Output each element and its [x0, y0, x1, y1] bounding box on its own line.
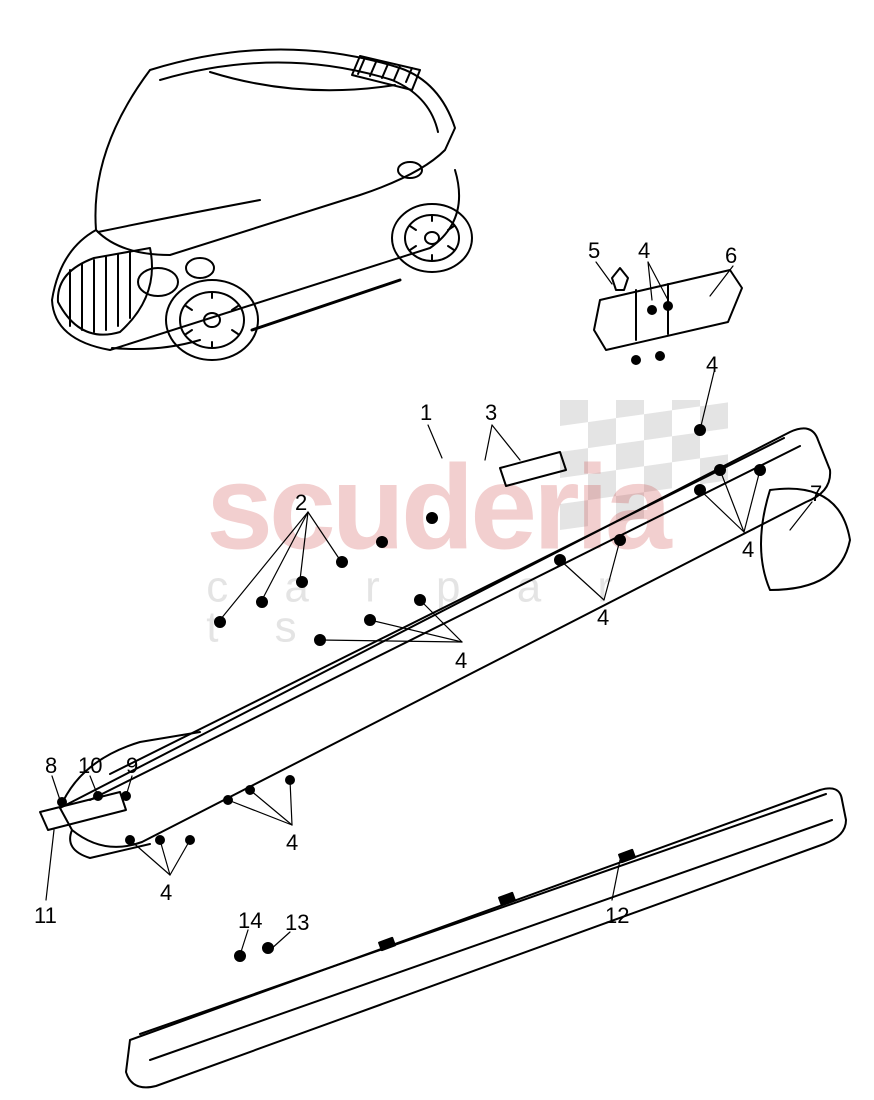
callout-4e: 4 — [455, 648, 467, 674]
callout-12: 12 — [605, 903, 629, 929]
callout-11: 11 — [34, 903, 57, 929]
callout-6: 6 — [725, 243, 737, 269]
leader-lines — [46, 262, 812, 955]
callout-4c: 4 — [742, 537, 754, 563]
callout-10: 10 — [78, 753, 102, 779]
lower-sill-moulding — [126, 788, 846, 1087]
car-overview — [52, 49, 472, 360]
callout-5: 5 — [588, 238, 600, 264]
callout-1: 1 — [420, 400, 432, 426]
callout-13: 13 — [285, 910, 309, 936]
callout-4g: 4 — [160, 880, 172, 906]
callout-4a: 4 — [638, 238, 650, 264]
callout-14: 14 — [238, 908, 262, 934]
callout-4d: 4 — [597, 605, 609, 631]
callout-4b: 4 — [706, 352, 718, 378]
callout-9: 9 — [126, 753, 138, 779]
callout-7: 7 — [810, 481, 822, 507]
callout-3: 3 — [485, 400, 497, 426]
callout-4f: 4 — [286, 830, 298, 856]
rear-arch-trim — [761, 489, 850, 590]
callout-8: 8 — [45, 753, 57, 779]
callout-2: 2 — [295, 490, 307, 516]
